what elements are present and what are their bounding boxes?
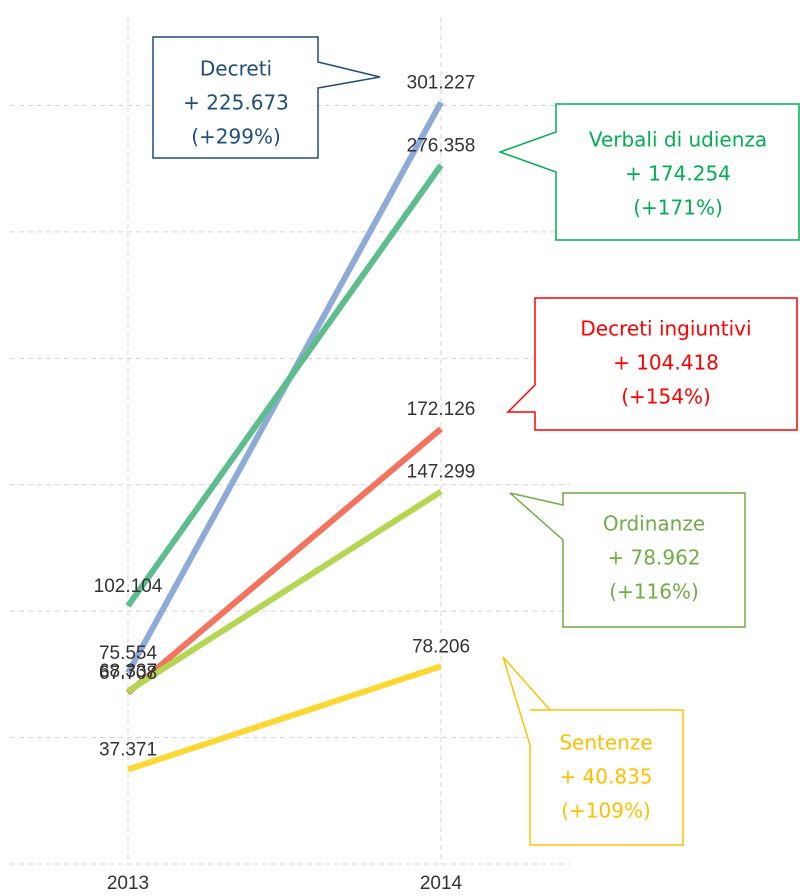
x-tick-label: 2014 — [420, 873, 463, 894]
value-label: 172.126 — [407, 399, 476, 420]
x-tick-label: 2013 — [107, 873, 149, 894]
callout-box — [509, 492, 746, 628]
value-label: 147.299 — [407, 462, 476, 483]
value-label: 67.708 — [99, 663, 157, 684]
series-line — [126, 489, 443, 694]
series-line — [127, 663, 442, 773]
annotation: + 225.673 — [183, 91, 289, 115]
callout-box — [497, 103, 800, 241]
value-label: 78.206 — [412, 636, 470, 657]
value-label: 68.337 — [99, 661, 157, 682]
annotation: (+116%) — [609, 580, 699, 604]
value-label: 102.104 — [94, 576, 163, 597]
annotation: Verbali di udienza — [589, 128, 767, 152]
callout-box — [506, 297, 798, 431]
annotation: Decreti — [200, 57, 272, 81]
annotation: (+109%) — [561, 799, 651, 823]
annotation: (+154%) — [621, 385, 711, 409]
value-label: 75.554 — [99, 643, 158, 664]
annotation: + 40.835 — [559, 765, 652, 789]
callout-box — [502, 656, 684, 846]
annotation: (+299%) — [191, 125, 281, 149]
annotation: + 78.962 — [607, 546, 700, 570]
value-label: 301.227 — [407, 72, 476, 93]
annotation: Ordinanze — [603, 512, 705, 536]
series-line — [125, 163, 444, 608]
value-label: 37.371 — [99, 740, 157, 761]
annotation: (+171%) — [633, 196, 723, 220]
annotation: Decreti ingiuntivi — [580, 317, 751, 341]
callout-box — [152, 36, 381, 159]
annotation: + 174.254 — [625, 162, 731, 186]
value-label: 276.358 — [407, 135, 476, 156]
annotation: Sentenze — [559, 731, 652, 755]
annotation: + 104.418 — [613, 351, 719, 375]
series-line — [126, 426, 443, 696]
